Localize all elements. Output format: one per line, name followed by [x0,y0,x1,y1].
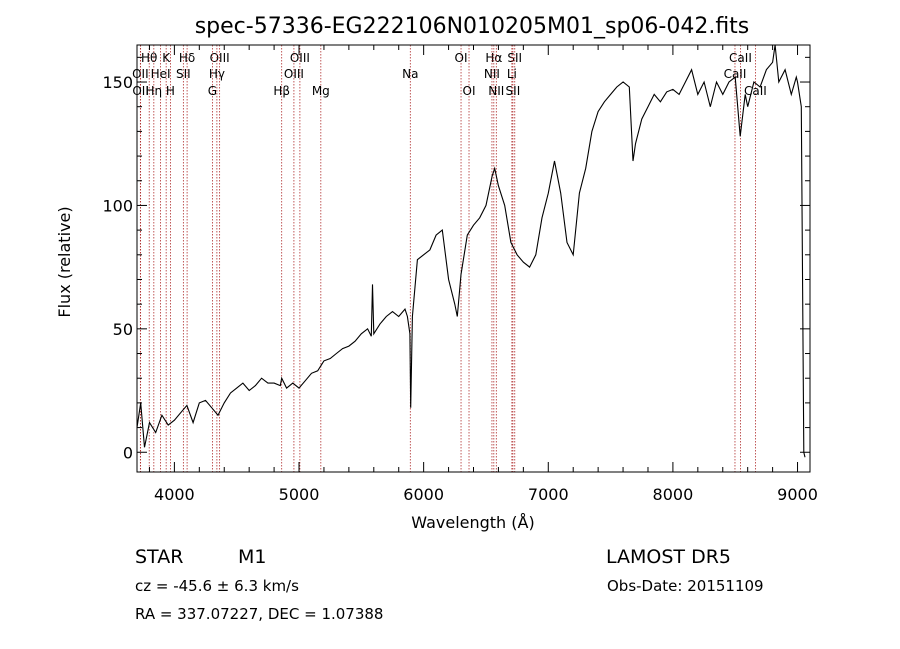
spectral-line-label: OII [132,67,149,81]
x-tick-label: 9000 [777,485,818,504]
spectral-line-label: SII [506,84,521,98]
y-tick-label: 50 [113,320,133,339]
y-tick-label: 100 [102,196,133,215]
x-axis-label: Wavelength (Å) [411,513,534,532]
spectral-line-label: Li [507,67,517,81]
x-tick-label: 8000 [653,485,694,504]
spectral-line-label: Hγ [209,67,225,81]
spectral-line-label: CaII [744,84,767,98]
spectral-line-label: CaII [729,51,752,65]
plot-frame [136,44,811,473]
spectral-line-label: Na [402,67,418,81]
x-tick-label: 6000 [403,485,444,504]
spectral-line-label: Hδ [179,51,195,65]
spectrum-line [136,44,806,458]
spectral-line-label: Hβ [273,84,290,98]
data-layer [136,44,806,458]
ra-dec-coordinates: RA = 337.07227, DEC = 1.07388 [135,605,383,623]
object-subclass: M1 [238,546,266,568]
spectral-line-label: SII [176,67,191,81]
y-axis-label: Flux (relative) [55,206,74,317]
spectral-line-label: OIII [290,51,310,65]
spectral-line-label: K [162,51,171,65]
x-tick-label: 4000 [154,485,195,504]
spectral-line-label: Hθ [141,51,157,65]
spectral-line-label: G [208,84,217,98]
spectral-line-label: OII [132,84,149,98]
spectral-line-label: OI [455,51,468,65]
survey-name: LAMOST DR5 [606,546,731,568]
spectral-line-label: Hα [485,51,502,65]
chart-title: spec-57336-EG222106N010205M01_sp06-042.f… [195,14,750,39]
x-tick-label: 7000 [528,485,569,504]
y-tick-label: 0 [123,443,133,462]
spectral-line-label: HeI [151,67,171,81]
spectral-line-label: OIII [284,67,304,81]
spectral-line-label: Mg [312,84,330,98]
spectral-line-label: Hη [146,84,163,98]
spectral-line-label: SII [507,51,522,65]
spectral-line-label: OI [463,84,476,98]
y-tick-label: 150 [102,73,133,92]
object-class: STAR [135,546,183,568]
spectral-line-label: NII [488,84,504,98]
spectral-line-label: CaII [724,67,747,81]
spectral-lines-layer: Hθ K Hδ OIII OIII OI Hα SII CaII OII HeI SII Hγ OIII N… [132,45,767,472]
axis-ticks-layer: 4000 5000 6000 7000 8000 9000 0 50 100 150 [102,45,818,504]
x-tick-label: 5000 [279,485,320,504]
spectral-line-label: NII [484,67,500,81]
spectral-line-label: OIII [210,51,230,65]
redshift-velocity: cz = -45.6 ± 6.3 km/s [135,577,299,595]
spectral-line-label: H [166,84,175,98]
observation-date: Obs-Date: 20151109 [607,577,764,595]
